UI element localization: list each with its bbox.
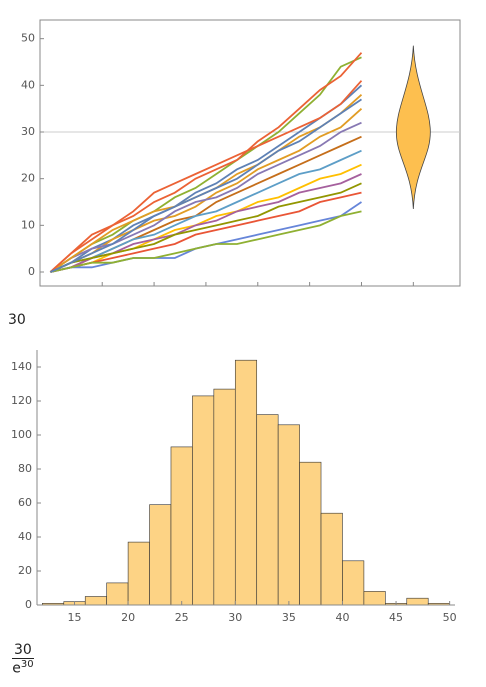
bar <box>277 424 300 606</box>
x-tick-label: 25 <box>175 611 189 624</box>
walk-line <box>49 52 363 273</box>
bar <box>192 395 215 606</box>
y-tick-label: 80 <box>18 462 32 475</box>
x-tick-label: 30 <box>228 611 242 624</box>
frame <box>39 19 461 287</box>
walk-line <box>49 56 362 273</box>
base: e <box>12 660 21 677</box>
x-tick-label: 35 <box>282 611 296 624</box>
y-tick-label: 120 <box>11 394 32 407</box>
walk-line <box>50 84 363 273</box>
y-tick-label: 140 <box>11 360 32 373</box>
bar <box>234 359 258 606</box>
bar <box>84 596 107 606</box>
random-walk-chart: 0 10 20 30 40 50 <box>21 19 461 287</box>
bar <box>320 512 343 606</box>
x-tick-label: 15 <box>68 611 82 624</box>
x-tick-label: 40 <box>335 611 349 624</box>
walk-line <box>50 182 362 273</box>
bar <box>299 461 322 606</box>
bar <box>127 541 150 606</box>
y-tick-label: 0 <box>28 265 35 278</box>
y-tick-label: 20 <box>18 564 32 577</box>
bar <box>406 597 429 606</box>
bar <box>170 446 193 606</box>
walk-line <box>50 149 362 273</box>
walk-line <box>49 121 362 273</box>
walk-line <box>49 80 363 273</box>
y-tick-label: 40 <box>21 78 35 91</box>
violin <box>395 45 431 210</box>
walk-line <box>50 191 362 273</box>
bar <box>342 560 365 606</box>
y-tick-label: 0 <box>25 598 32 611</box>
exponent: 30 <box>20 659 34 670</box>
bar <box>363 591 386 606</box>
walk-line <box>50 98 362 273</box>
y-tick-label: 10 <box>21 218 35 231</box>
y-tick-label: 30 <box>21 125 35 138</box>
y-tick-label: 20 <box>21 172 35 185</box>
x-tick-label: 50 <box>443 611 457 624</box>
bar <box>256 414 279 606</box>
walk-line <box>50 210 362 273</box>
x-tick-label: 20 <box>121 611 135 624</box>
numerator: 30 <box>12 642 34 659</box>
output-number: 30 <box>8 312 26 328</box>
bar <box>106 582 129 606</box>
y-tick-label: 40 <box>18 530 32 543</box>
bar <box>149 504 172 606</box>
y-tick-label: 50 <box>21 32 35 45</box>
y-tick-label: 60 <box>18 496 32 509</box>
walk-line <box>50 163 362 273</box>
histogram-chart: 0 20 40 60 80 100 120 140 15 20 25 30 35 40 45 50 <box>11 350 457 624</box>
y-tick-label: 100 <box>11 428 32 441</box>
denominator: e30 <box>12 659 34 677</box>
output-fraction: 30 e30 <box>12 642 34 677</box>
x-tick-label: 45 <box>389 611 403 624</box>
bar <box>213 388 236 606</box>
